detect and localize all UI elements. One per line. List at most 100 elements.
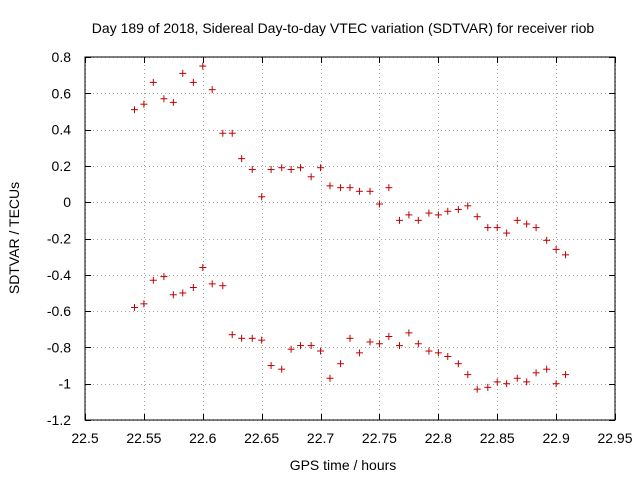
data-point-lower <box>355 349 363 357</box>
data-point-upper <box>355 187 363 195</box>
axis-ticks <box>85 57 616 421</box>
data-point-lower <box>552 380 560 388</box>
data-point-upper <box>434 211 442 219</box>
y-axis-label: SDTVAR / TECUs <box>6 182 22 294</box>
data-point-lower <box>149 276 157 284</box>
data-point-upper <box>425 209 433 217</box>
data-point-upper <box>199 62 207 70</box>
grid-lines <box>85 57 616 421</box>
data-point-lower <box>179 289 187 297</box>
data-point-upper <box>493 224 501 232</box>
data-point-upper <box>385 184 393 192</box>
data-point-lower <box>513 374 521 382</box>
data-point-upper <box>454 205 462 213</box>
data-point-upper <box>464 202 472 210</box>
y-tick-label: -1 <box>59 376 72 392</box>
y-tick-label: -0.8 <box>47 339 71 355</box>
data-point-upper <box>189 78 197 86</box>
data-point-lower <box>484 383 492 391</box>
data-point-lower <box>307 342 315 350</box>
data-point-upper <box>140 100 148 108</box>
data-point-upper <box>346 184 354 192</box>
data-point-lower <box>375 340 383 348</box>
data-point-lower <box>523 378 531 386</box>
data-point-lower <box>444 352 452 360</box>
data-point-lower <box>287 345 295 353</box>
data-point-upper <box>444 207 452 215</box>
data-point-upper <box>278 164 286 172</box>
x-tick-label: 22.85 <box>480 430 515 446</box>
x-tick-label: 22.5 <box>71 430 98 446</box>
data-point-upper <box>228 129 236 137</box>
data-point-lower <box>395 342 403 350</box>
data-point-upper <box>543 236 551 244</box>
y-tick-label: -1.2 <box>47 412 71 428</box>
plot-frame <box>84 56 616 421</box>
x-tick-label: 22.95 <box>597 430 632 446</box>
data-point-lower <box>169 291 177 299</box>
data-point-upper <box>395 216 403 224</box>
data-point-upper <box>307 173 315 181</box>
data-point-lower <box>562 371 570 379</box>
data-point-lower <box>130 303 138 311</box>
data-point-upper <box>473 213 481 221</box>
data-point-lower <box>258 336 266 344</box>
data-point-lower <box>238 334 246 342</box>
data-point-upper <box>267 166 275 174</box>
data-point-upper <box>160 95 168 103</box>
x-axis-label: GPS time / hours <box>290 457 397 473</box>
data-point-upper <box>414 216 422 224</box>
x-tick-label: 22.55 <box>126 430 161 446</box>
data-point-lower <box>405 329 413 337</box>
data-point-lower <box>297 342 305 350</box>
data-point-lower <box>543 365 551 373</box>
y-tick-label: 0.2 <box>52 158 72 174</box>
data-point-lower <box>425 347 433 355</box>
data-point-lower <box>337 360 345 368</box>
data-point-upper <box>552 245 560 253</box>
x-tick-label: 22.9 <box>542 430 569 446</box>
data-point-upper <box>337 184 345 192</box>
x-tick-label: 22.8 <box>425 430 452 446</box>
data-point-upper <box>503 229 511 237</box>
data-point-upper <box>258 193 266 201</box>
data-point-lower <box>278 365 286 373</box>
data-point-upper <box>317 164 325 172</box>
data-point-upper <box>130 106 138 114</box>
data-point-upper <box>297 164 305 172</box>
x-tick-label: 22.7 <box>307 430 334 446</box>
y-tick-labels: 0.8 0.6 0.4 0.2 0 -0.2 -0.4 -0.6 -0.8 -1 -1.2 <box>47 49 71 428</box>
data-point-lower <box>464 371 472 379</box>
data-point-lower <box>248 334 256 342</box>
chart-title: Day 189 of 2018, Sidereal Day-to-day VTE… <box>92 20 595 36</box>
data-point-upper <box>208 86 216 94</box>
data-point-lower <box>346 334 354 342</box>
data-point-upper <box>248 166 256 174</box>
data-point-upper <box>375 200 383 208</box>
y-tick-label: 0 <box>63 194 71 210</box>
x-tick-label: 22.6 <box>189 430 216 446</box>
data-point-lower <box>219 282 227 290</box>
data-point-lower <box>199 264 207 272</box>
data-point-lower <box>366 338 374 346</box>
data-point-upper <box>562 251 570 259</box>
data-points <box>130 62 570 393</box>
data-point-lower <box>385 333 393 341</box>
data-point-lower <box>414 340 422 348</box>
data-point-lower <box>434 349 442 357</box>
y-tick-label: -0.2 <box>47 231 71 247</box>
data-point-lower <box>228 331 236 339</box>
data-point-upper <box>179 69 187 77</box>
data-point-upper <box>287 166 295 174</box>
data-point-lower <box>317 347 325 355</box>
data-point-upper <box>219 129 227 137</box>
data-point-lower <box>326 374 334 382</box>
data-point-lower <box>140 300 148 308</box>
data-point-upper <box>532 224 540 232</box>
data-point-lower <box>160 273 168 281</box>
data-point-upper <box>513 216 521 224</box>
data-point-upper <box>149 78 157 86</box>
x-tick-labels: 22.5 22.55 22.6 22.65 22.7 22.75 22.8 22.85 22.9… <box>71 430 632 446</box>
y-tick-label: -0.4 <box>47 267 71 283</box>
